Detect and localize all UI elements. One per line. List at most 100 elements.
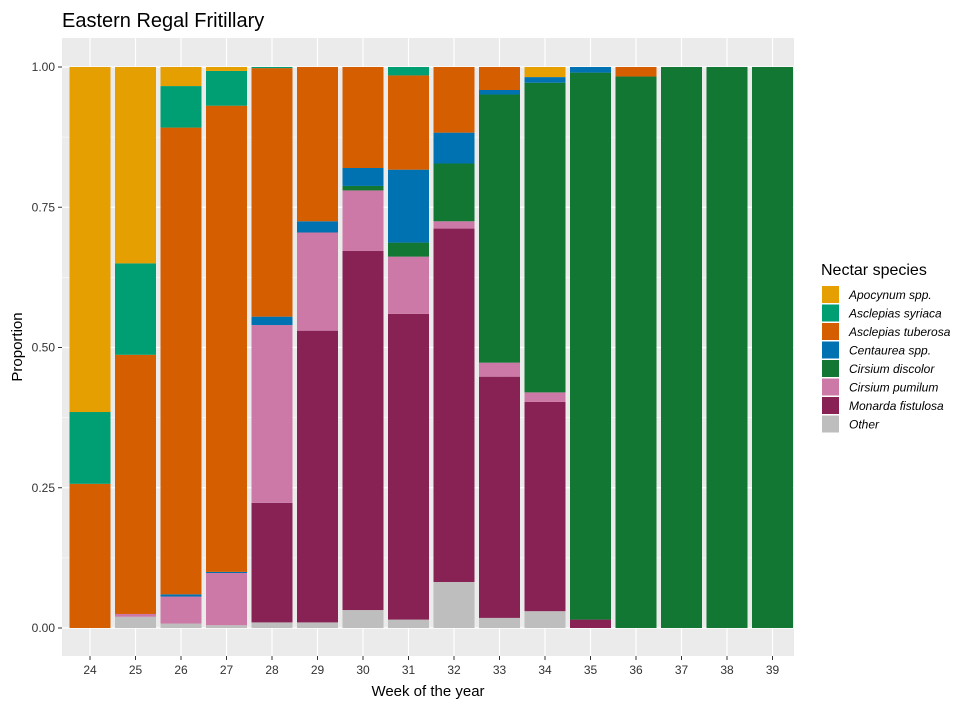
y-tick-label: 1.00 bbox=[32, 60, 56, 74]
x-tick-label: 28 bbox=[265, 663, 279, 677]
bar-segment bbox=[433, 67, 475, 133]
legend-label: Other bbox=[849, 418, 880, 432]
legend-label: Asclepias tuberosa bbox=[848, 325, 951, 339]
bar-segment bbox=[115, 67, 156, 264]
bar-segment bbox=[706, 67, 748, 628]
legend-key bbox=[822, 360, 839, 377]
bar-segment bbox=[160, 127, 202, 595]
bar-segment bbox=[524, 611, 566, 628]
chart-title: Eastern Regal Fritillary bbox=[62, 10, 264, 32]
bar-segment bbox=[388, 169, 429, 243]
bar-segment bbox=[206, 625, 247, 628]
bar-segment bbox=[388, 313, 429, 620]
bar-segment bbox=[297, 67, 338, 222]
bar-segment bbox=[615, 67, 657, 77]
bar-segment bbox=[251, 316, 293, 326]
x-tick-label: 39 bbox=[766, 663, 780, 677]
legend-key bbox=[822, 286, 839, 303]
legend-label: Centaurea spp. bbox=[849, 344, 931, 358]
bar-segment bbox=[251, 325, 293, 503]
x-tick-label: 30 bbox=[356, 663, 370, 677]
bar-segment bbox=[433, 221, 475, 229]
bar-segment bbox=[160, 623, 202, 628]
bar-segment bbox=[160, 596, 202, 624]
legend-label: Cirsium pumilum bbox=[849, 381, 938, 395]
legend-label: Apocynum spp. bbox=[848, 288, 932, 302]
bar-segment bbox=[160, 594, 202, 597]
bar-segment bbox=[479, 90, 520, 95]
bar-segment bbox=[69, 67, 111, 413]
bar-segment bbox=[570, 67, 611, 73]
x-tick-label: 35 bbox=[584, 663, 598, 677]
bar-segment bbox=[388, 242, 429, 257]
bar-segment bbox=[433, 228, 475, 582]
y-axis-title: Proportion bbox=[9, 312, 26, 381]
legend-title: Nectar species bbox=[821, 262, 927, 279]
bar-segment bbox=[388, 256, 429, 314]
bars bbox=[69, 67, 793, 629]
bar-segment bbox=[297, 221, 338, 233]
bar-segment bbox=[206, 573, 247, 626]
legend-key bbox=[822, 341, 839, 359]
x-tick-label: 29 bbox=[311, 663, 325, 677]
bar-segment bbox=[251, 622, 293, 628]
bar-segment bbox=[342, 67, 384, 168]
bar-segment bbox=[160, 86, 202, 128]
bar-segment bbox=[479, 67, 520, 91]
bar-segment bbox=[115, 616, 156, 628]
bar-segment bbox=[297, 330, 338, 623]
bar-segment bbox=[342, 610, 384, 628]
bar-segment bbox=[479, 376, 520, 618]
legend-label: Cirsium discolor bbox=[849, 362, 935, 376]
legend-key bbox=[822, 397, 839, 414]
bar-segment bbox=[206, 105, 247, 572]
bar-segment bbox=[661, 67, 702, 628]
bar-segment bbox=[524, 77, 566, 83]
legend-label: Monarda fistulosa bbox=[849, 399, 944, 413]
bar-segment bbox=[69, 483, 111, 628]
bar-segment bbox=[615, 76, 657, 629]
bar-segment bbox=[206, 571, 247, 574]
bar-segment bbox=[342, 190, 384, 252]
bar-segment bbox=[251, 67, 293, 69]
bar-segment bbox=[479, 362, 520, 377]
legend: Nectar species Apocynum spp. Asclepias sy… bbox=[821, 262, 951, 433]
x-tick-label: 34 bbox=[538, 663, 552, 677]
bar-segment bbox=[160, 67, 202, 87]
y-axis: 0.00 0.25 0.50 0.75 1.00 bbox=[32, 60, 62, 635]
x-tick-label: 38 bbox=[720, 663, 734, 677]
bar-segment bbox=[251, 502, 293, 623]
bar-segment bbox=[433, 581, 475, 628]
x-axis: 24 25 26 27 28 29 30 31 32 33 34 35 36 37 38 39 bbox=[83, 656, 779, 677]
bar-segment bbox=[433, 163, 475, 222]
bar-segment bbox=[342, 251, 384, 611]
bar-segment bbox=[388, 619, 429, 628]
bar-segment bbox=[388, 75, 429, 170]
y-tick-label: 0.50 bbox=[32, 341, 56, 355]
legend-key bbox=[822, 323, 839, 340]
x-tick-label: 36 bbox=[629, 663, 643, 677]
x-tick-label: 24 bbox=[83, 663, 97, 677]
x-axis-title: Week of the year bbox=[371, 683, 484, 700]
x-tick-label: 31 bbox=[402, 663, 416, 677]
legend-key bbox=[822, 304, 839, 322]
bar-segment bbox=[752, 67, 793, 628]
bar-segment bbox=[115, 354, 156, 614]
bar-segment bbox=[115, 613, 156, 617]
y-tick-label: 0.75 bbox=[32, 200, 56, 214]
bar-segment bbox=[251, 68, 293, 317]
legend-key bbox=[822, 415, 839, 433]
x-tick-label: 37 bbox=[675, 663, 689, 677]
bar-segment bbox=[115, 263, 156, 355]
legend-label: Asclepias syriaca bbox=[848, 307, 942, 321]
y-tick-label: 0.00 bbox=[32, 621, 56, 635]
y-tick-label: 0.25 bbox=[32, 481, 56, 495]
bar-segment bbox=[524, 392, 566, 402]
bar-segment bbox=[479, 617, 520, 628]
bar-segment bbox=[206, 70, 247, 106]
bar-segment bbox=[69, 412, 111, 484]
x-tick-label: 25 bbox=[129, 663, 143, 677]
bar-segment bbox=[524, 401, 566, 612]
bar-segment bbox=[388, 67, 429, 76]
x-tick-label: 26 bbox=[174, 663, 188, 677]
